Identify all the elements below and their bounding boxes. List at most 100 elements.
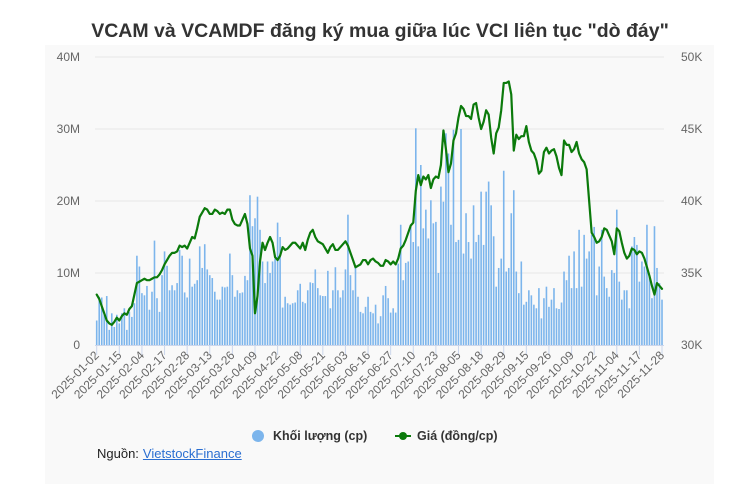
y-left-tick-label: 20M [57, 194, 80, 208]
y-left-tick-label: 0 [73, 338, 80, 352]
volume-bar [435, 221, 437, 345]
volume-bar [98, 296, 101, 345]
volume-bar [661, 299, 663, 345]
volume-bar [515, 271, 518, 345]
volume-bar [324, 296, 327, 345]
volume-bar [472, 205, 475, 345]
volume-bar [299, 283, 302, 345]
volume-bar [384, 285, 387, 345]
volume-bar [636, 244, 638, 345]
volume-bar [618, 281, 621, 345]
volume-bar [377, 323, 379, 345]
volume-bar [289, 304, 291, 345]
volume-bar [347, 214, 349, 345]
volume-bar [286, 303, 289, 345]
price-dot-icon [399, 432, 407, 440]
volume-bar [188, 258, 191, 345]
volume-bar [422, 228, 425, 345]
volume-bar [430, 200, 432, 345]
volume-bar [613, 273, 616, 345]
volume-bar [575, 288, 578, 345]
volume-bar [156, 298, 158, 345]
volume-bar [354, 266, 357, 345]
volume-bar [656, 267, 658, 345]
volume-bar [543, 298, 545, 345]
volume-bar [382, 295, 384, 345]
volume-bar [502, 170, 505, 345]
volume-bar [631, 246, 633, 345]
volume-bar [329, 308, 332, 345]
volume-bar [163, 251, 166, 345]
volume-bar [460, 129, 462, 345]
volume-bar [570, 288, 573, 345]
price-line [95, 80, 664, 326]
volume-bar [121, 313, 123, 345]
volume-bar [224, 287, 226, 345]
volume-bar [432, 223, 435, 345]
volume-bar [344, 269, 347, 345]
source-link[interactable]: VietstockFinance [142, 446, 242, 461]
volume-bar [176, 283, 178, 345]
volume-bar [608, 296, 611, 345]
volume-bar [141, 293, 143, 345]
volume-bar [646, 224, 648, 345]
volume-bar [186, 297, 188, 345]
volume-bar [462, 253, 465, 345]
volume-bar [294, 302, 296, 345]
volume-bar [595, 295, 598, 345]
volume-bar [143, 295, 146, 345]
y-right-tick-label: 50K [681, 50, 702, 64]
volume-bar [399, 224, 402, 345]
volume-bar [196, 280, 198, 345]
volume-bar [580, 286, 583, 345]
volume-bar [128, 311, 131, 345]
volume-bar [311, 283, 314, 345]
volume-bar [191, 286, 193, 345]
volume-bar [648, 275, 651, 345]
volume-bar [118, 323, 121, 345]
volume-bar [492, 236, 495, 345]
volume-bar [193, 283, 196, 345]
volume-bar [475, 242, 477, 345]
volume-bar [95, 320, 98, 345]
volume-bar [530, 295, 533, 345]
volume-bar [633, 237, 636, 345]
volume-bar [445, 133, 447, 345]
y-left-tick-label: 30M [57, 122, 80, 136]
volume-bar [505, 271, 508, 345]
volume-bar [317, 288, 319, 345]
volume-bar [168, 290, 171, 345]
volume-bar [337, 290, 339, 345]
volume-bar [239, 293, 241, 345]
volume-bar [181, 255, 183, 345]
volume-bar [226, 286, 229, 345]
source-credit: Nguồn: VietstockFinance [97, 446, 242, 461]
volume-bar [148, 309, 151, 345]
volume-bar [578, 229, 580, 345]
volume-bar [615, 209, 618, 345]
volume-bar [332, 290, 334, 345]
volume-bar [497, 267, 500, 345]
volume-bar [274, 258, 276, 345]
volume-bar [113, 327, 116, 345]
volume-bar [417, 246, 420, 345]
volume-bar [397, 263, 399, 345]
volume-bar [206, 269, 209, 345]
volume-bar [296, 290, 299, 345]
volume-bar [412, 242, 415, 345]
volume-bar [249, 195, 251, 345]
volume-bar [538, 288, 540, 345]
volume-bar [173, 290, 176, 345]
volume-bar [342, 290, 344, 345]
volume-bar [641, 261, 643, 345]
volume-bar [362, 313, 364, 345]
volume-bar [482, 244, 485, 345]
volume-bar [291, 303, 294, 345]
volume-bar [590, 234, 593, 345]
volume-bar [487, 181, 490, 345]
volume-bar [221, 286, 224, 345]
volume-bar [178, 249, 181, 345]
volume-bar [404, 262, 407, 345]
volume-bar [485, 191, 487, 345]
